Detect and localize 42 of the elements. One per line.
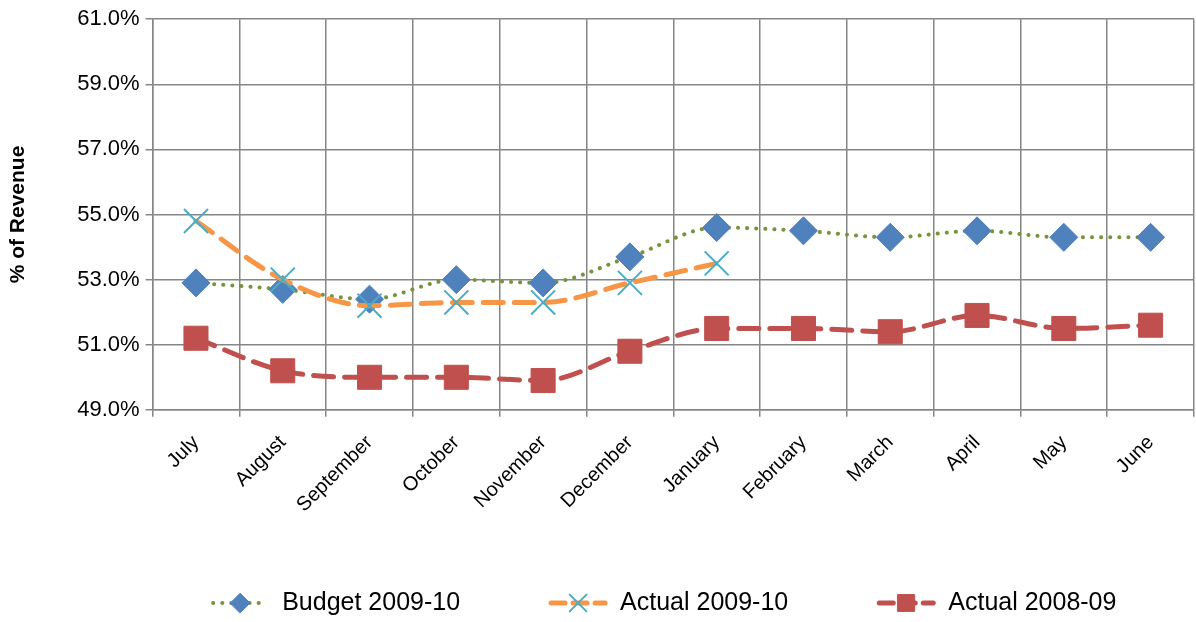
legend-label: Actual 2008-09 [948, 586, 1117, 615]
point [181, 268, 211, 298]
y-tick-label: 61.0% [77, 5, 140, 31]
point [530, 289, 557, 316]
point [182, 208, 209, 235]
point [528, 268, 558, 298]
point [703, 250, 730, 277]
legend-label: Actual 2009-10 [620, 586, 789, 615]
x-tick-label: May [1028, 430, 1071, 473]
y-tick-label: 53.0% [77, 265, 140, 291]
x-tick-label: July [161, 430, 203, 472]
y-tick-label: 51.0% [77, 330, 140, 356]
point [788, 216, 818, 246]
point [441, 265, 471, 295]
legend-label: Budget 2009-10 [282, 586, 461, 615]
point [269, 266, 296, 293]
point [443, 289, 470, 316]
point [1138, 312, 1164, 338]
point [356, 292, 383, 319]
point [530, 368, 556, 394]
point [962, 216, 992, 246]
y-tick-label: 59.0% [77, 70, 140, 96]
point [443, 364, 469, 390]
point [616, 269, 643, 296]
point [1049, 222, 1079, 252]
point [183, 325, 209, 351]
point [357, 364, 383, 390]
y-axis-title: % of Revenue [5, 145, 29, 284]
point [877, 319, 903, 345]
y-tick-label: 49.0% [77, 395, 140, 421]
y-tick-label: 55.0% [77, 200, 140, 226]
point [270, 358, 296, 384]
point [617, 338, 643, 364]
point [704, 315, 730, 341]
y-tick-label: 57.0% [77, 135, 140, 161]
point [875, 222, 905, 252]
point [702, 213, 732, 243]
point [790, 315, 816, 341]
point [964, 302, 990, 328]
point [1051, 315, 1077, 341]
point [615, 242, 645, 272]
point [1136, 222, 1166, 252]
